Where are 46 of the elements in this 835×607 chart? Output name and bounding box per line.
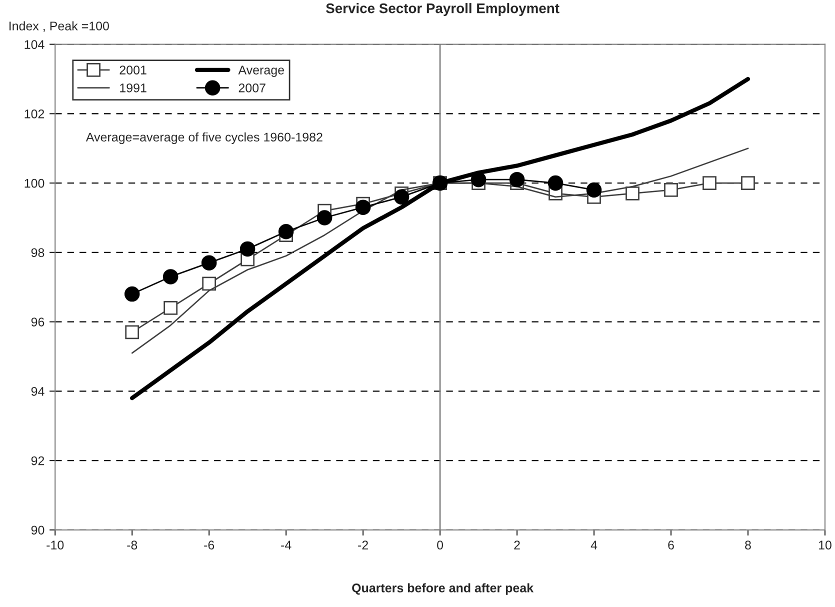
x-tick-label: 6 [668, 540, 674, 550]
point [394, 189, 410, 205]
point [548, 175, 564, 191]
x-tick-label: -10 [46, 540, 64, 550]
x-tick-label: -6 [204, 540, 214, 550]
legend-label: 1991 [120, 84, 146, 92]
point [586, 182, 602, 198]
y-tick-label: 104 [24, 40, 44, 49]
y-tick-label: 94 [31, 386, 44, 396]
legend-label: Average [238, 66, 284, 77]
y-tick-label: 92 [31, 456, 44, 466]
y-tick-label: 90 [31, 526, 44, 535]
point [240, 241, 256, 257]
chart-title: Service Sector Payroll Employment [326, 3, 560, 16]
x-tick-label: -8 [127, 540, 138, 550]
x-tick-label: 2 [514, 540, 520, 550]
x-axis-title: Quarters before and after peak [352, 583, 534, 595]
point [509, 172, 525, 188]
point [741, 176, 755, 190]
point [125, 325, 140, 340]
point [470, 172, 486, 188]
x-tick-label: 10 [818, 540, 832, 550]
annotation: Average=average of five cycles 1960-1982 [86, 132, 322, 144]
y-tick-label: 96 [31, 318, 44, 326]
point [278, 224, 294, 240]
x-tick-label: 4 [590, 540, 598, 550]
y-tick-label: 100 [24, 178, 44, 188]
point [702, 176, 716, 190]
x-tick-label: 8 [745, 540, 751, 550]
y-axis-title: Index , Peak =100 [10, 21, 109, 32]
point [316, 210, 332, 226]
point [201, 255, 217, 270]
point [664, 183, 678, 197]
point [162, 269, 178, 284]
x-tick-label: -4 [281, 540, 292, 550]
y-tick-label: 102 [24, 109, 44, 118]
point [202, 276, 216, 291]
x-tick-label: 0 [437, 540, 444, 550]
legend-label: 2007 [238, 84, 266, 92]
y-tick-label: 98 [31, 248, 44, 258]
point [124, 286, 140, 302]
legend-label: 2001 [120, 66, 146, 74]
x-tick-label: -2 [358, 540, 368, 550]
point [164, 300, 178, 315]
point [355, 200, 371, 215]
point [626, 186, 640, 200]
